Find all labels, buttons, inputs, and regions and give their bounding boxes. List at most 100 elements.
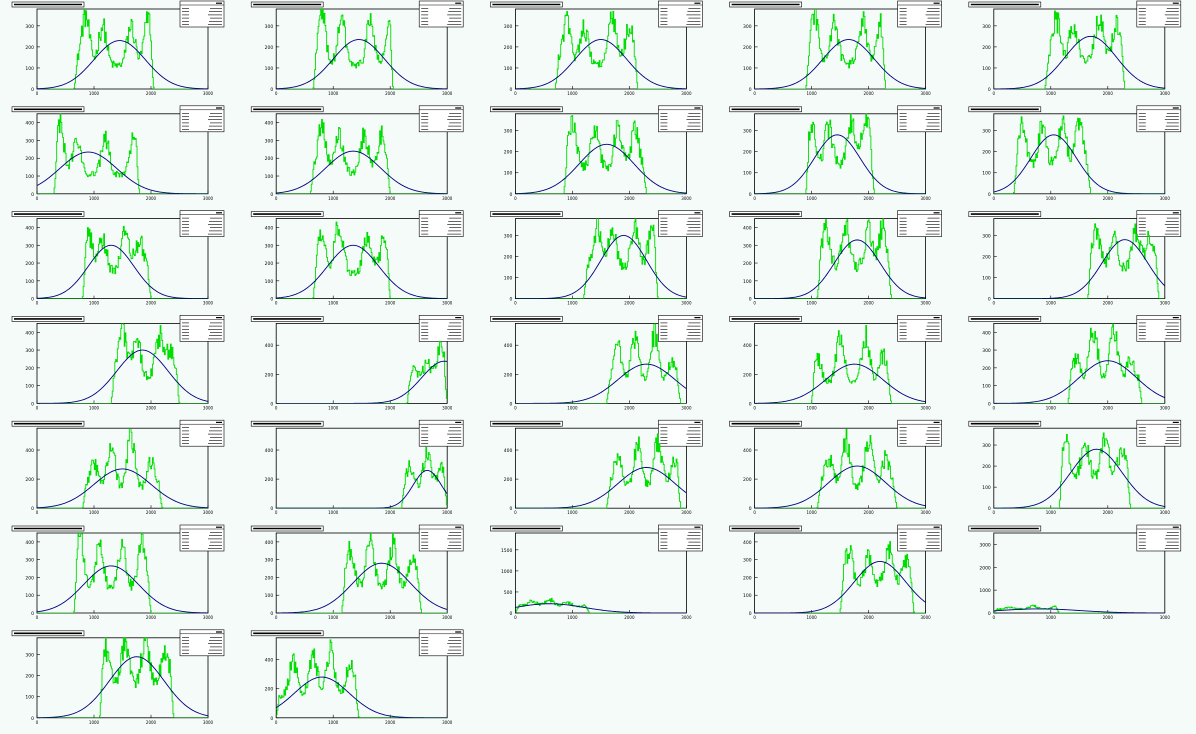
stats-box — [658, 105, 703, 133]
x-tick-label: 2000 — [1103, 405, 1114, 410]
x-tick-label: 0 — [36, 615, 39, 620]
plot-frame — [993, 427, 1166, 509]
x-tick-label: 2000 — [146, 405, 157, 410]
histogram-line — [37, 225, 208, 299]
y-tick-label: 200 — [265, 687, 274, 693]
x-tick-label: 1000 — [1046, 91, 1057, 96]
x-tick-label: 3000 — [1160, 196, 1171, 201]
x-tick-label: 3000 — [1160, 91, 1171, 96]
histogram-panel: 0 1000 2000 3000 0 1000 2000 3000 — [968, 524, 1182, 620]
histogram-line — [37, 113, 208, 194]
y-tick-label: 100 — [25, 695, 34, 701]
gaussian-fit-line — [515, 39, 687, 89]
y-tick-label: 0 — [510, 401, 513, 407]
stats-box — [1136, 0, 1182, 28]
stats-box — [658, 0, 703, 28]
x-tick-label: 3000 — [681, 615, 692, 620]
x-tick-label: 3000 — [442, 196, 453, 201]
histogram-panel: 0 200 400 0 1000 2000 3000 — [729, 315, 942, 410]
y-tick-label: 100 — [25, 66, 34, 72]
x-tick-label: 2000 — [385, 91, 396, 96]
x-tick-label: 0 — [36, 196, 39, 201]
y-tick-label: 0 — [31, 87, 34, 93]
stats-box — [897, 524, 942, 552]
histogram-panel: 0 100 200 300 400 0 1000 2000 3000 — [729, 210, 942, 306]
histogram-line — [37, 9, 208, 89]
x-tick-label: 0 — [993, 196, 996, 201]
gaussian-fit-line — [37, 565, 208, 613]
gaussian-fit-line — [37, 656, 208, 718]
x-tick-label: 0 — [753, 196, 756, 201]
gaussian-fit-line — [754, 134, 926, 194]
gaussian-fit-line — [993, 448, 1165, 509]
y-tick-label: 400 — [504, 343, 513, 349]
x-tick-label: 1000 — [89, 405, 100, 410]
stats-box — [418, 524, 464, 552]
histogram-panel: 0 100 200 300 400 0 1000 2000 3000 — [250, 210, 464, 306]
x-tick-label: 2000 — [385, 196, 396, 201]
histogram-line — [515, 10, 687, 89]
stats-box — [179, 524, 225, 552]
y-tick-label: 200 — [982, 150, 991, 156]
stats-box — [179, 629, 225, 657]
plot-frame — [36, 218, 209, 300]
y-tick-label: 100 — [504, 66, 513, 72]
y-tick-label: 0 — [988, 87, 991, 93]
y-tick-label: 300 — [265, 243, 274, 249]
stats-box — [658, 315, 703, 342]
histogram-panel: 0 100 200 300 400 0 1000 2000 3000 — [968, 315, 1182, 410]
y-tick-label: 500 — [504, 590, 513, 596]
y-tick-label: 0 — [31, 401, 34, 407]
x-tick-label: 1000 — [567, 196, 578, 201]
x-tick-label: 3000 — [681, 196, 692, 201]
y-tick-label: 200 — [265, 156, 274, 162]
x-tick-label: 1000 — [1046, 196, 1057, 201]
y-tick-label: 100 — [25, 384, 34, 390]
plot-frame — [754, 218, 926, 300]
y-tick-label: 0 — [31, 611, 34, 617]
histogram-line — [37, 323, 208, 404]
x-tick-label: 1000 — [89, 301, 100, 306]
x-tick-label: 3000 — [921, 405, 932, 410]
x-tick-label: 2000 — [864, 196, 875, 201]
histogram-line — [754, 218, 926, 299]
y-tick-label: 0 — [31, 506, 34, 512]
gaussian-fit-line — [515, 143, 687, 194]
x-tick-label: 0 — [514, 301, 517, 306]
y-tick-label: 200 — [743, 372, 752, 378]
x-tick-label: 3000 — [1160, 405, 1171, 410]
histogram-line — [276, 221, 448, 299]
x-tick-label: 3000 — [921, 196, 932, 201]
y-tick-label: 300 — [743, 129, 752, 135]
x-tick-label: 1000 — [328, 91, 339, 96]
x-tick-label: 3000 — [442, 91, 453, 96]
y-tick-label: 400 — [265, 448, 274, 454]
x-tick-label: 3000 — [203, 405, 214, 410]
plot-frame — [275, 218, 448, 300]
y-tick-label: 300 — [265, 558, 274, 564]
x-tick-label: 3000 — [442, 405, 453, 410]
x-tick-label: 2000 — [385, 615, 396, 620]
gaussian-fit-line — [276, 150, 448, 194]
x-tick-label: 2000 — [146, 720, 157, 725]
x-tick-label: 0 — [36, 301, 39, 306]
histogram-line — [754, 9, 926, 89]
y-tick-label: 400 — [25, 330, 34, 336]
histogram-panel: 0 200 400 0 1000 2000 3000 — [250, 315, 464, 410]
y-tick-label: 0 — [988, 297, 991, 303]
y-tick-label: 100 — [25, 593, 34, 599]
x-tick-label: 0 — [753, 510, 756, 515]
x-tick-label: 2000 — [624, 91, 635, 96]
histogram-line — [754, 428, 926, 509]
x-tick-label: 1000 — [328, 196, 339, 201]
histogram-line — [276, 118, 448, 194]
y-tick-label: 0 — [270, 716, 273, 722]
y-tick-label: 300 — [504, 24, 513, 30]
y-tick-label: 100 — [265, 593, 274, 599]
histogram-panel: 0 100 200 300 400 0 1000 2000 3000 — [11, 315, 225, 410]
gaussian-fit-line — [276, 676, 448, 718]
y-tick-label: 200 — [982, 45, 991, 51]
